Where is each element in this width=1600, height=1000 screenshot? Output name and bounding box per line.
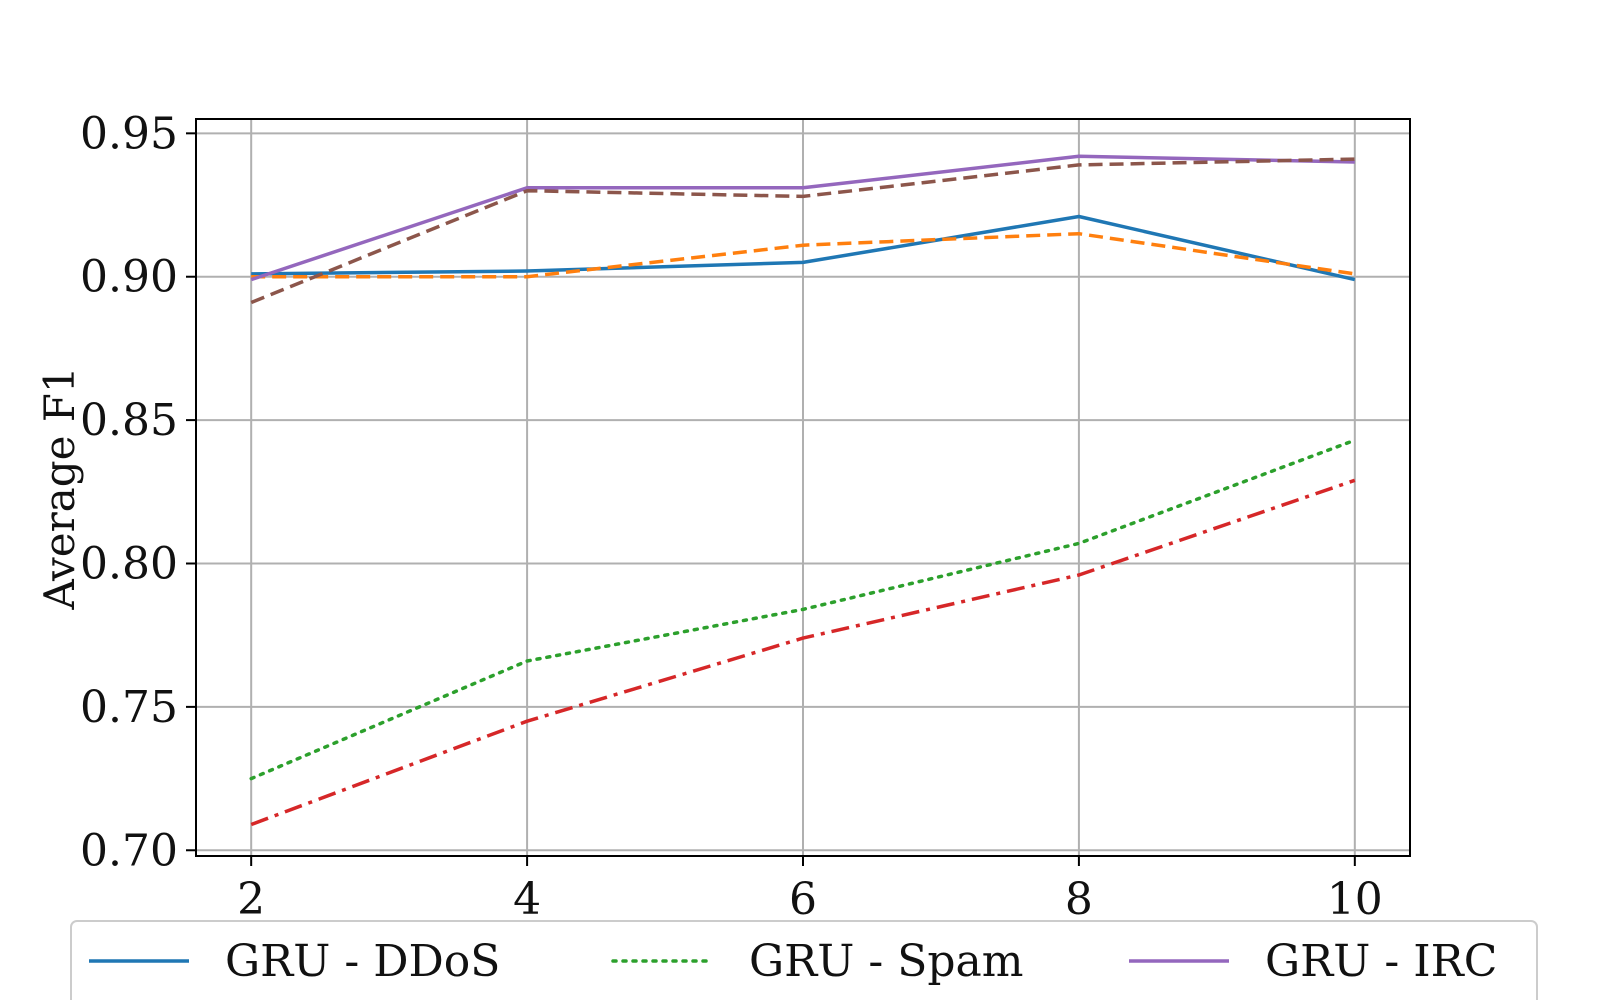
x-tick-label: 8 [1065,874,1093,925]
series-line-4 [250,154,1355,282]
grid [196,119,1410,856]
y-tick-label: 0.75 [80,682,178,733]
legend: GRU - DDoS GRU - Spam GRU - IRC [70,920,1538,1000]
series-line-5 [250,157,1355,305]
series-line-3 [250,478,1356,827]
y-tick-label: 0.85 [80,395,178,446]
series-line-1 [251,231,1356,279]
series-line-2 [249,438,1357,781]
series-lines [249,154,1357,827]
y-tick-label: 0.70 [80,825,178,876]
y-tick-label: 0.90 [80,252,178,303]
legend-label-2: GRU - Spam [749,936,1023,987]
y-axis-label: Average F1 [35,366,84,610]
legend-entries: GRU - DDoS GRU - Spam GRU - IRC [89,936,1497,987]
x-tick-label: 4 [513,874,541,925]
y-axis-ticks: 0.70 0.75 0.80 0.85 0.90 0.95 [80,108,196,876]
y-tick-label: 0.80 [80,538,178,589]
legend-box [70,920,1538,1000]
series-line-0 [251,214,1356,282]
x-tick-label: 10 [1327,874,1383,925]
x-axis-ticks: 2 4 6 8 10 [237,856,1383,925]
legend-label-4: GRU - IRC [1265,936,1497,987]
legend-label-0: GRU - DDoS [225,936,500,987]
y-tick-label: 0.95 [80,108,178,159]
x-tick-label: 2 [237,874,265,925]
x-tick-label: 6 [789,874,817,925]
